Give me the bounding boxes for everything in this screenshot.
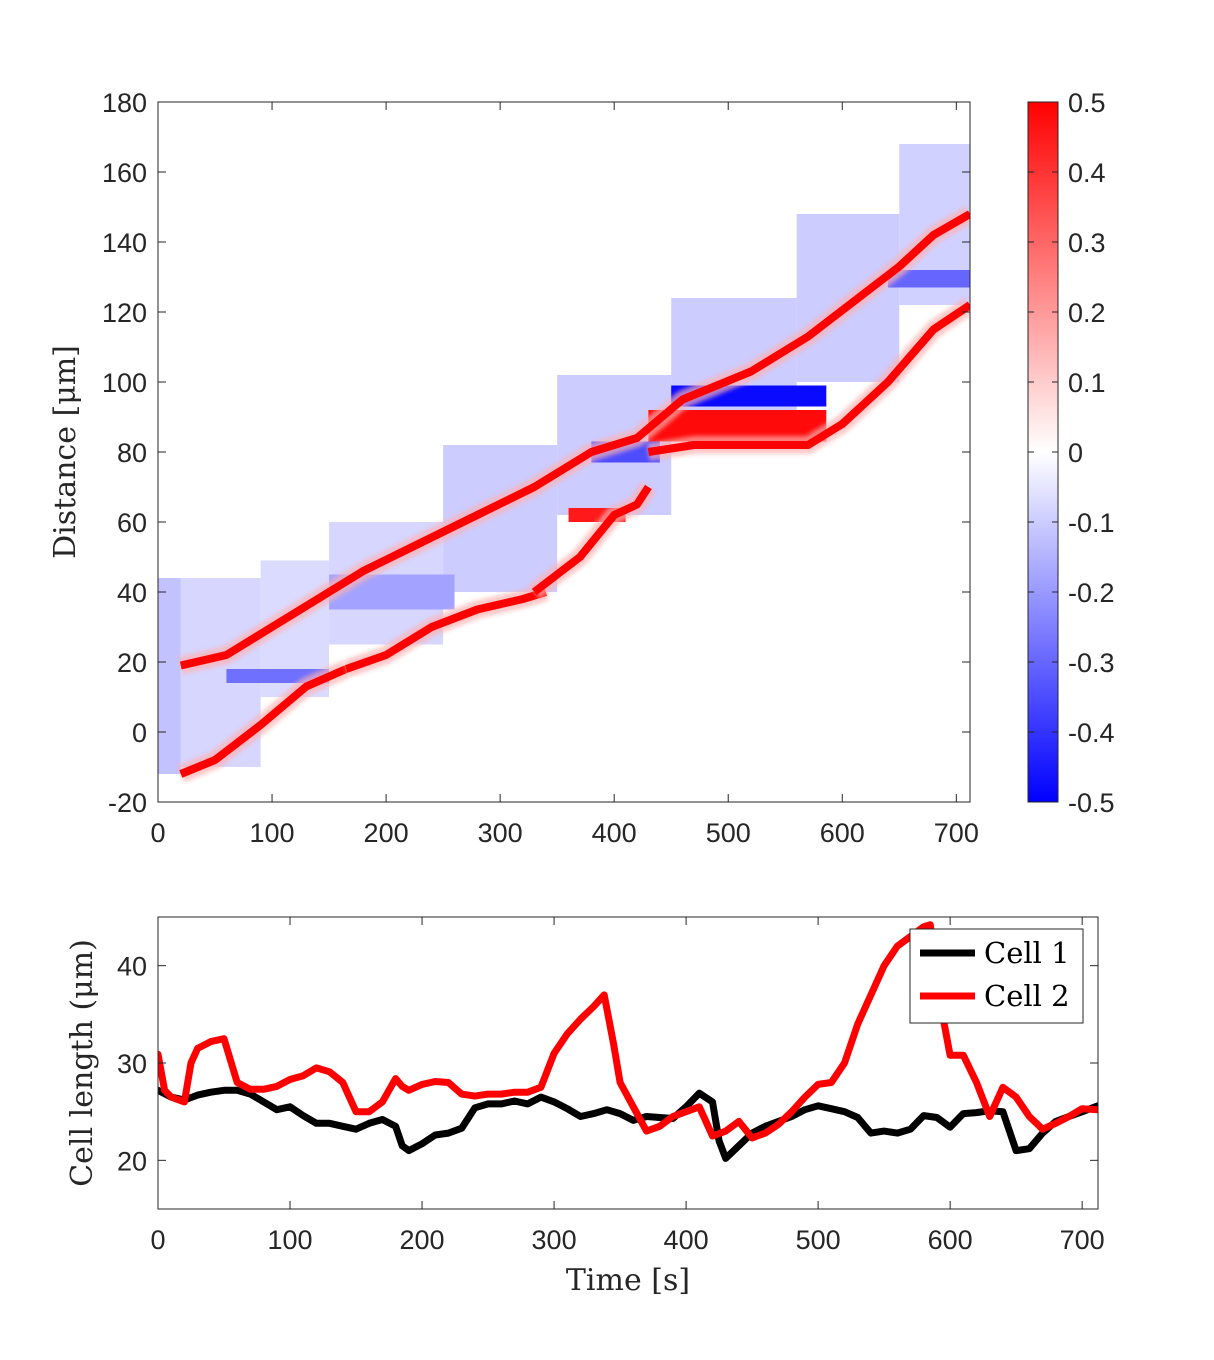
heatmap-x-axis: 0 100 200 300 400 500 600 700 — [150, 102, 979, 848]
colorbar-tick-label: 0.3 — [1068, 228, 1106, 258]
colorbar-tick-label: 0.2 — [1068, 298, 1106, 328]
heatmap-front — [531, 484, 652, 596]
colorbar-tick-label: 0 — [1068, 438, 1083, 468]
x-tick-label: 500 — [796, 1225, 841, 1255]
y-tick-label: 140 — [102, 228, 147, 258]
x-tick-label: 0 — [150, 818, 165, 848]
legend: Cell 1 Cell 2 — [909, 928, 1084, 1024]
x-tick-label: 100 — [250, 818, 295, 848]
line-y-axis-label: Cell length (μm) — [65, 939, 100, 1187]
x-tick-label: 300 — [478, 818, 523, 848]
colorbar: -0.5 -0.4 -0.3 -0.2 -0.1 0 0.1 0.2 0.3 0.4 0.5 — [1027, 88, 1115, 818]
colorbar-tick-label: -0.3 — [1068, 648, 1115, 678]
heatmap-panel: 0 100 200 300 400 500 600 700 -2002040608010012… — [48, 88, 979, 848]
y-tick-label: 0 — [132, 718, 147, 748]
y-tick-label: 20 — [117, 1146, 147, 1176]
colorbar-tick-label: -0.5 — [1068, 788, 1115, 818]
x-tick-label: 400 — [664, 1225, 709, 1255]
y-tick-label: 40 — [117, 578, 147, 608]
x-tick-label: 0 — [150, 1225, 165, 1255]
series-line-cell-1 — [158, 1086, 1098, 1162]
legend-label-cell-1: Cell 1 — [984, 936, 1070, 970]
y-tick-label: 80 — [117, 438, 147, 468]
y-tick-label: 120 — [102, 298, 147, 328]
colorbar-ticks: -0.5 -0.4 -0.3 -0.2 -0.1 0 0.1 0.2 0.3 0.4 0.5 — [1028, 88, 1115, 818]
y-tick-label: 40 — [117, 952, 147, 982]
x-tick-label: 700 — [1060, 1225, 1105, 1255]
y-tick-label: 160 — [102, 158, 147, 188]
y-tick-label: 30 — [117, 1049, 147, 1079]
x-tick-label: 500 — [706, 818, 751, 848]
x-tick-label: 400 — [592, 818, 637, 848]
colorbar-tick-label: -0.2 — [1068, 578, 1115, 608]
line-y-axis: 20 30 40 — [117, 952, 1098, 1176]
x-tick-label: 100 — [267, 1225, 312, 1255]
y-tick-label: 60 — [117, 508, 147, 538]
heatmap-front — [647, 301, 970, 456]
y-tick-label: -20 — [108, 788, 147, 818]
colorbar-tick-label: 0.4 — [1068, 158, 1106, 188]
colorbar-tick-label: -0.1 — [1068, 508, 1115, 538]
x-tick-label: 600 — [928, 1225, 973, 1255]
heatmap-front — [179, 210, 970, 670]
colorbar-tick-label: 0.1 — [1068, 368, 1106, 398]
x-tick-label: 700 — [934, 818, 979, 848]
heatmap-front — [344, 588, 547, 673]
line-x-axis-label: Time [s] — [566, 1263, 690, 1298]
heatmap-y-axis-label: Distance [μm] — [48, 345, 83, 559]
line-panel: 0 100 200 300 400 500 600 700 20 30 40 Time [s] C… — [65, 916, 1105, 1298]
colorbar-tick-label: 0.5 — [1068, 88, 1106, 118]
heatmap-plot-area — [158, 144, 970, 783]
heatmap-front — [179, 665, 348, 778]
heatmap-y-axis: -20 0 20 40 60 80 100 120 140 160 180 — [102, 88, 970, 818]
colorbar-tick-label: -0.4 — [1068, 718, 1115, 748]
legend-label-cell-2: Cell 2 — [984, 979, 1070, 1013]
x-tick-label: 200 — [364, 818, 409, 848]
y-tick-label: 100 — [102, 368, 147, 398]
heatmap-region — [158, 578, 181, 774]
legend-box — [909, 928, 1084, 1024]
x-tick-label: 600 — [820, 818, 865, 848]
x-tick-label: 300 — [532, 1225, 577, 1255]
x-tick-label: 200 — [400, 1225, 445, 1255]
heatmap-region — [887, 270, 970, 288]
y-tick-label: 20 — [117, 648, 147, 678]
line-x-axis: 0 100 200 300 400 500 600 700 — [150, 917, 1105, 1255]
y-tick-label: 180 — [102, 88, 147, 118]
